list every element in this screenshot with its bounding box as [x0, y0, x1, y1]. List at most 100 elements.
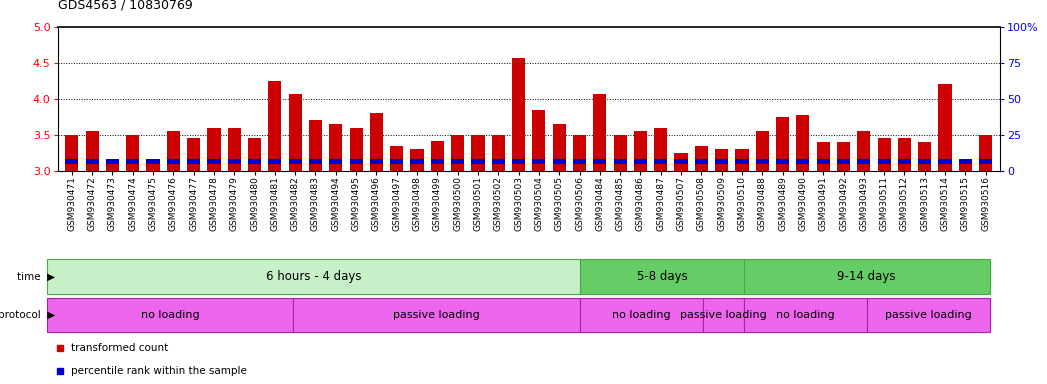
- Bar: [492, 135, 505, 171]
- Text: protocol  ▶: protocol ▶: [0, 310, 55, 320]
- Bar: [938, 84, 952, 171]
- Bar: [391, 159, 403, 164]
- Bar: [743, 259, 989, 294]
- Bar: [594, 159, 606, 164]
- Bar: [938, 159, 952, 164]
- Bar: [580, 259, 743, 294]
- Bar: [735, 149, 749, 171]
- Bar: [633, 131, 647, 171]
- Bar: [877, 139, 891, 171]
- Bar: [293, 298, 580, 332]
- Bar: [207, 159, 221, 164]
- Bar: [65, 159, 79, 164]
- Bar: [391, 146, 403, 171]
- Bar: [268, 159, 282, 164]
- Bar: [147, 159, 159, 164]
- Bar: [776, 117, 789, 171]
- Text: passive loading: passive loading: [885, 310, 972, 320]
- Bar: [329, 159, 342, 164]
- Bar: [532, 159, 545, 164]
- Bar: [471, 135, 485, 171]
- Bar: [979, 135, 993, 171]
- Bar: [492, 159, 505, 164]
- Bar: [654, 159, 667, 164]
- Bar: [289, 94, 302, 171]
- Bar: [451, 159, 464, 164]
- Bar: [797, 116, 809, 171]
- Bar: [867, 298, 989, 332]
- Bar: [248, 139, 261, 171]
- Bar: [106, 159, 119, 164]
- Bar: [227, 127, 241, 171]
- Bar: [471, 159, 485, 164]
- Bar: [776, 159, 789, 164]
- Bar: [573, 135, 586, 171]
- Bar: [898, 159, 911, 164]
- Bar: [86, 131, 98, 171]
- Bar: [126, 135, 139, 171]
- Bar: [614, 159, 627, 164]
- Bar: [532, 110, 545, 171]
- Text: transformed count: transformed count: [71, 343, 168, 353]
- Text: percentile rank within the sample: percentile rank within the sample: [71, 366, 247, 376]
- Bar: [979, 159, 993, 164]
- Bar: [350, 159, 362, 164]
- Bar: [674, 153, 688, 171]
- Bar: [329, 124, 342, 171]
- Bar: [350, 127, 362, 171]
- Bar: [817, 142, 830, 171]
- Bar: [715, 149, 729, 171]
- Bar: [654, 127, 667, 171]
- Bar: [817, 159, 830, 164]
- Bar: [430, 141, 444, 171]
- Bar: [715, 159, 729, 164]
- Bar: [743, 298, 867, 332]
- Text: time  ▶: time ▶: [18, 271, 55, 281]
- Bar: [512, 58, 526, 171]
- Bar: [580, 298, 703, 332]
- Bar: [703, 298, 743, 332]
- Text: passive loading: passive loading: [680, 310, 766, 320]
- Bar: [918, 142, 932, 171]
- Bar: [410, 149, 424, 171]
- Bar: [594, 94, 606, 171]
- Text: no loading: no loading: [776, 310, 834, 320]
- Bar: [695, 159, 708, 164]
- Bar: [553, 124, 565, 171]
- Bar: [451, 135, 464, 171]
- Text: no loading: no loading: [612, 310, 671, 320]
- Bar: [877, 159, 891, 164]
- Bar: [126, 159, 139, 164]
- Bar: [512, 159, 526, 164]
- Text: 5-8 days: 5-8 days: [637, 270, 687, 283]
- Text: 9-14 days: 9-14 days: [838, 270, 896, 283]
- Bar: [959, 162, 972, 171]
- Bar: [553, 159, 565, 164]
- Bar: [166, 159, 180, 164]
- Bar: [47, 298, 293, 332]
- Bar: [187, 159, 200, 164]
- Text: no loading: no loading: [141, 310, 200, 320]
- Bar: [837, 142, 850, 171]
- Bar: [837, 159, 850, 164]
- Bar: [65, 135, 79, 171]
- Bar: [248, 159, 261, 164]
- Bar: [309, 121, 322, 171]
- Bar: [187, 139, 200, 171]
- Bar: [756, 131, 768, 171]
- Bar: [47, 259, 580, 294]
- Bar: [227, 159, 241, 164]
- Bar: [410, 159, 424, 164]
- Bar: [430, 159, 444, 164]
- Bar: [735, 159, 749, 164]
- Bar: [289, 159, 302, 164]
- Text: GDS4563 / 10830769: GDS4563 / 10830769: [58, 0, 193, 12]
- Bar: [695, 146, 708, 171]
- Bar: [756, 159, 768, 164]
- Bar: [614, 135, 627, 171]
- Bar: [147, 160, 159, 171]
- Bar: [370, 159, 383, 164]
- Bar: [857, 159, 870, 164]
- Bar: [166, 131, 180, 171]
- Bar: [797, 159, 809, 164]
